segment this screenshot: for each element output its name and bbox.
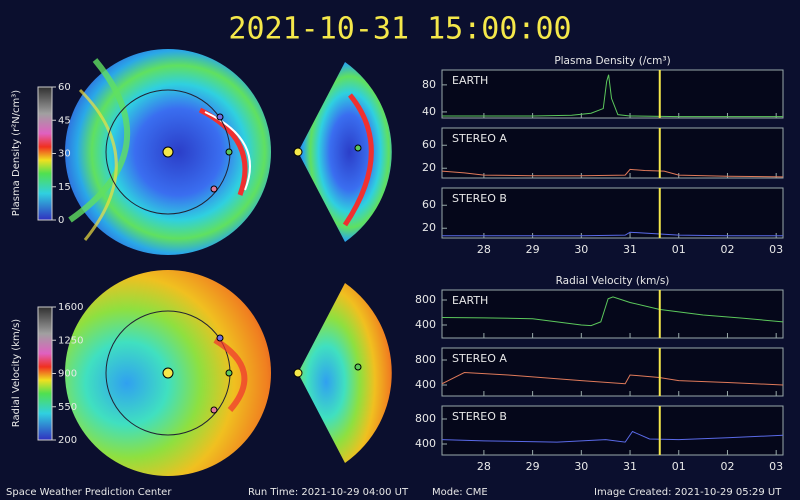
x-tick-label: 28 [477,243,491,256]
x-tick-label: 02 [720,243,734,256]
colorbar-tick-label: 45 [58,115,71,126]
y-tick-label: 400 [415,318,436,331]
panel-label: EARTH [452,74,488,87]
y-tick-label: 20 [422,221,436,234]
plot-area [441,289,784,339]
colorbar-tick-label: 200 [58,435,77,446]
colorbar-label: Plasma Density (r²N/cm³) [11,90,22,217]
chart-title: Radial Velocity (km/s) [556,275,670,287]
colorbar-tick-label: 550 [58,402,77,413]
x-tick-label: 30 [574,460,588,473]
series-line [441,296,784,327]
x-tick-label: 31 [623,243,637,256]
y-tick-label: 40 [422,105,436,118]
chart-title: Plasma Density (/cm³) [554,55,670,67]
y-tick-label: 400 [415,378,436,391]
x-tick-label: 30 [574,243,588,256]
colorbar-tick-label: 60 [58,82,71,93]
plot-area [441,127,784,179]
y-tick-label: 800 [415,412,436,425]
series-line [442,74,783,118]
colorbar-tick-label: 900 [58,369,77,380]
y-tick-label: 60 [422,198,436,211]
footer-org: Space Weather Prediction Center [6,487,172,498]
colorbar-label: Radial Velocity (km/s) [11,319,22,427]
x-tick-label: 02 [720,460,734,473]
colorbar-tick-label: 0 [58,215,64,226]
series-line [442,231,783,237]
plot-area [441,187,784,239]
y-tick-label: 60 [422,138,436,151]
y-tick-label: 800 [415,293,436,306]
panel-label: STEREO B [452,192,507,205]
density-disk [65,49,392,255]
panel-label: STEREO A [452,132,507,145]
x-tick-label: 01 [672,460,686,473]
timestamp: 2021-10-31 15:00:00 [228,12,571,47]
colorbar [37,306,53,441]
x-tick-label: 01 [672,243,686,256]
x-tick-label: 28 [477,460,491,473]
colorbar-tick-label: 15 [58,182,71,193]
y-tick-label: 80 [422,78,436,91]
footer-run-time: Run Time: 2021-10-29 04:00 UT [248,487,409,498]
panel-label: EARTH [452,294,488,307]
velocity-disk [65,270,392,476]
series-line [441,430,784,443]
y-tick-label: 20 [422,161,436,174]
x-tick-label: 29 [526,243,540,256]
x-tick-label: 03 [769,460,783,473]
y-tick-label: 400 [415,437,436,450]
series-line [441,371,784,386]
x-tick-label: 31 [623,460,637,473]
colorbar-tick-label: 30 [58,149,71,160]
plot-area [441,405,784,456]
plot-area [441,69,784,119]
panel-label: STEREO B [452,410,507,423]
plot-area [441,347,784,397]
colorbar-tick-label: 1250 [58,335,83,346]
series-line [441,168,784,178]
x-tick-label: 29 [526,460,540,473]
x-tick-label: 03 [769,243,783,256]
colorbar-tick-label: 1600 [58,302,83,313]
colorbar [37,86,53,221]
y-tick-label: 800 [415,353,436,366]
footer-mode: Mode: CME [432,487,488,498]
panel-label: STEREO A [452,352,507,365]
footer-created: Image Created: 2021-10-29 05:29 UT [594,487,782,498]
